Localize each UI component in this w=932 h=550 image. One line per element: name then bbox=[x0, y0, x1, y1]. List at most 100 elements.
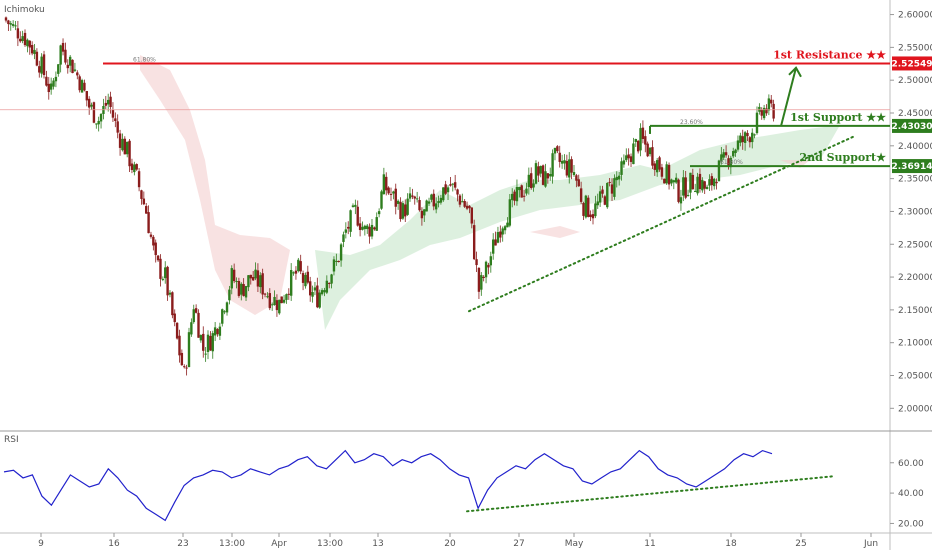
candle-body bbox=[180, 352, 184, 366]
candle-body bbox=[684, 177, 687, 198]
candle-body bbox=[406, 198, 409, 215]
candle-body bbox=[356, 206, 359, 226]
candle-body bbox=[553, 147, 557, 154]
candle-body bbox=[64, 49, 67, 63]
candle-body bbox=[304, 274, 307, 287]
candle-body bbox=[382, 174, 386, 195]
candle-body bbox=[503, 226, 507, 231]
candle-body bbox=[418, 200, 421, 211]
candle-body bbox=[491, 239, 495, 254]
candle-body bbox=[199, 335, 203, 341]
candle-body bbox=[375, 217, 378, 231]
candle-body bbox=[622, 160, 626, 165]
candle-body bbox=[551, 153, 554, 177]
candle-body bbox=[256, 270, 260, 287]
level-price-tag-text: 2.43030 bbox=[892, 122, 932, 132]
candle-body bbox=[499, 231, 502, 238]
candle-body bbox=[770, 99, 773, 104]
candle-body bbox=[615, 176, 618, 181]
price-tick-label: 2.50000 bbox=[898, 76, 932, 86]
candle-body bbox=[349, 210, 352, 232]
candle-body bbox=[648, 147, 652, 155]
candle-body bbox=[237, 281, 241, 296]
candle-body bbox=[358, 223, 362, 231]
candle-body bbox=[729, 157, 733, 168]
time-tick-label: Jun bbox=[863, 539, 878, 549]
candle-body bbox=[760, 109, 763, 116]
candle-body bbox=[306, 271, 310, 283]
candle-body bbox=[254, 269, 257, 279]
rsi-tick-label: 20.00 bbox=[898, 519, 924, 529]
candle-body bbox=[644, 136, 647, 145]
candle-body bbox=[318, 292, 321, 308]
price-tick-label: 2.30000 bbox=[898, 207, 932, 217]
candle-body bbox=[244, 285, 248, 298]
candle-body bbox=[266, 296, 269, 298]
candle-body bbox=[627, 154, 630, 159]
candle-body bbox=[508, 199, 512, 226]
fib-level-label: 61.80% bbox=[720, 159, 743, 166]
time-tick-label: 25 bbox=[795, 539, 806, 549]
candle-body bbox=[261, 273, 264, 295]
candle-body bbox=[80, 80, 84, 93]
candle-body bbox=[715, 181, 718, 184]
candle-body bbox=[73, 69, 77, 71]
candle-body bbox=[380, 191, 383, 209]
candle-body bbox=[87, 98, 91, 108]
candle-body bbox=[247, 275, 250, 288]
candle-body bbox=[328, 282, 331, 284]
candle-body bbox=[453, 182, 457, 188]
candle-body bbox=[596, 201, 599, 206]
rising-trendline bbox=[468, 134, 856, 313]
candle-body bbox=[530, 173, 533, 189]
candle-body bbox=[90, 104, 93, 107]
candle-body bbox=[149, 234, 153, 237]
candle-body bbox=[420, 210, 424, 219]
candle-body bbox=[544, 171, 547, 187]
candle-body bbox=[755, 112, 759, 134]
candle-body bbox=[646, 143, 649, 157]
candle-body bbox=[587, 197, 590, 217]
candle-body bbox=[211, 333, 214, 352]
candle-body bbox=[655, 160, 659, 173]
bullish-cloud bbox=[315, 125, 840, 330]
candle-body bbox=[670, 179, 673, 184]
candle-body bbox=[228, 289, 231, 301]
price-axis: 2.60000 2.55000 2.50000 2.45000 2.40000 2.350… bbox=[890, 11, 932, 529]
candle-body bbox=[563, 160, 566, 164]
candle-body bbox=[30, 44, 34, 54]
candle-body bbox=[392, 191, 395, 194]
candle-body bbox=[152, 236, 155, 246]
candle-body bbox=[518, 186, 521, 191]
candle-body bbox=[477, 267, 481, 292]
level-annotation-label: 1st Resistance ★★ bbox=[773, 48, 886, 61]
candle-body bbox=[368, 226, 371, 237]
candle-body bbox=[116, 121, 119, 133]
candle-body bbox=[332, 259, 336, 272]
price-tick-label: 2.15000 bbox=[898, 306, 932, 316]
candle-body bbox=[38, 66, 41, 73]
candle-body bbox=[71, 59, 74, 74]
candle-body bbox=[575, 175, 578, 181]
candle-body bbox=[703, 181, 706, 189]
candle-body bbox=[437, 200, 440, 204]
candle-body bbox=[572, 172, 576, 176]
candle-body bbox=[161, 278, 165, 280]
candle-body bbox=[427, 201, 431, 204]
candle-body bbox=[330, 274, 333, 284]
candle-body bbox=[337, 261, 340, 263]
indicator-label: Ichimoku bbox=[4, 5, 45, 15]
candle-body bbox=[299, 261, 302, 272]
candle-body bbox=[361, 226, 364, 230]
candle-body bbox=[130, 163, 134, 170]
candle-body bbox=[280, 296, 283, 304]
candle-body bbox=[197, 312, 200, 338]
candle-body bbox=[620, 161, 623, 175]
price-tick-label: 2.60000 bbox=[898, 11, 932, 21]
candle-body bbox=[26, 39, 29, 47]
candle-body bbox=[762, 107, 766, 119]
rsi-label: RSI bbox=[4, 435, 19, 445]
time-tick-label: 27 bbox=[513, 539, 524, 549]
candle-body bbox=[717, 160, 721, 182]
candle-body bbox=[339, 244, 343, 261]
